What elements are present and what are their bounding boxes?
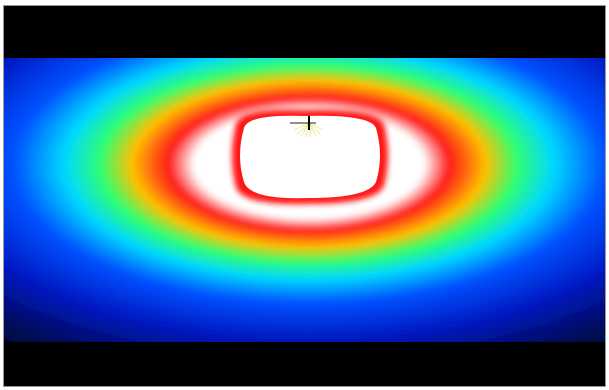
render-frame — [3, 5, 606, 387]
light-intensity-render — [4, 6, 605, 386]
light-source-icon[interactable] — [290, 116, 324, 138]
heatmap-viewport[interactable] — [4, 6, 605, 386]
hot-core — [232, 109, 388, 205]
